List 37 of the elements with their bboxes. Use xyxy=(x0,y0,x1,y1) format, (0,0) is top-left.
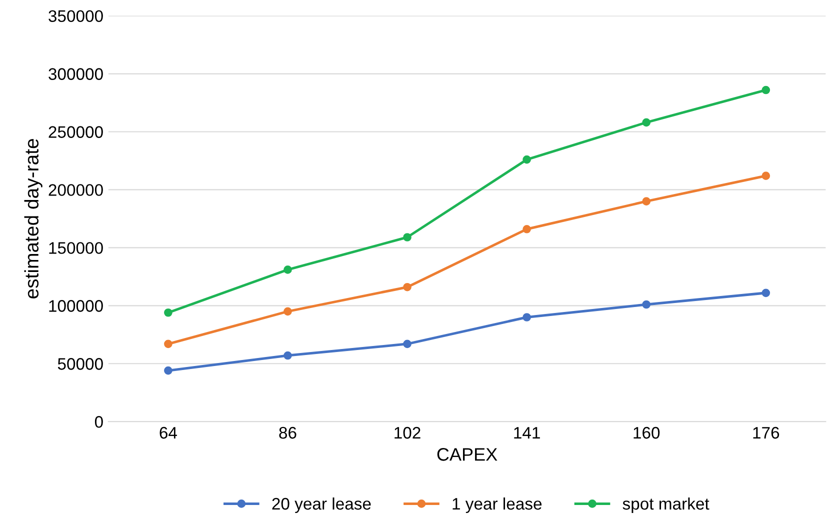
point xyxy=(403,233,412,242)
point xyxy=(762,288,770,298)
x-axis-title: CAPEX xyxy=(437,448,498,461)
point xyxy=(762,86,770,94)
point xyxy=(164,340,172,348)
point xyxy=(642,300,651,309)
point xyxy=(522,155,531,164)
point xyxy=(642,197,651,206)
y-tick-label: 300000 xyxy=(48,68,103,80)
y-axis-title: estimated day-rate xyxy=(24,139,42,298)
y-tick-label: 250000 xyxy=(48,126,103,138)
point xyxy=(403,282,412,292)
point xyxy=(164,308,172,317)
legend-label: spot market xyxy=(622,497,710,514)
y-tick-label: 100000 xyxy=(49,300,103,312)
y-tick-label: 200000 xyxy=(48,184,103,196)
point xyxy=(403,340,412,348)
legend-label: 1 year lease xyxy=(452,497,542,514)
point xyxy=(522,224,531,234)
x-tick-label: 176 xyxy=(753,426,780,439)
point xyxy=(762,172,770,180)
y-tick-label: 150000 xyxy=(49,242,103,254)
legend-label: 20 year lease xyxy=(272,497,371,514)
point xyxy=(522,313,531,322)
y-tick-label: 0 xyxy=(94,416,103,428)
y-tick-label: 350000 xyxy=(48,10,103,22)
x-tick-label: 64 xyxy=(160,426,177,439)
y-tick-label: 50000 xyxy=(58,358,103,370)
point xyxy=(284,266,292,274)
point xyxy=(164,366,172,375)
point xyxy=(284,307,292,316)
x-tick-label: 86 xyxy=(279,426,296,439)
x-tick-label: 141 xyxy=(514,427,540,439)
x-tick-label: 160 xyxy=(634,426,660,439)
point xyxy=(284,351,292,360)
point xyxy=(642,118,651,127)
x-tick-label: 102 xyxy=(394,426,420,439)
